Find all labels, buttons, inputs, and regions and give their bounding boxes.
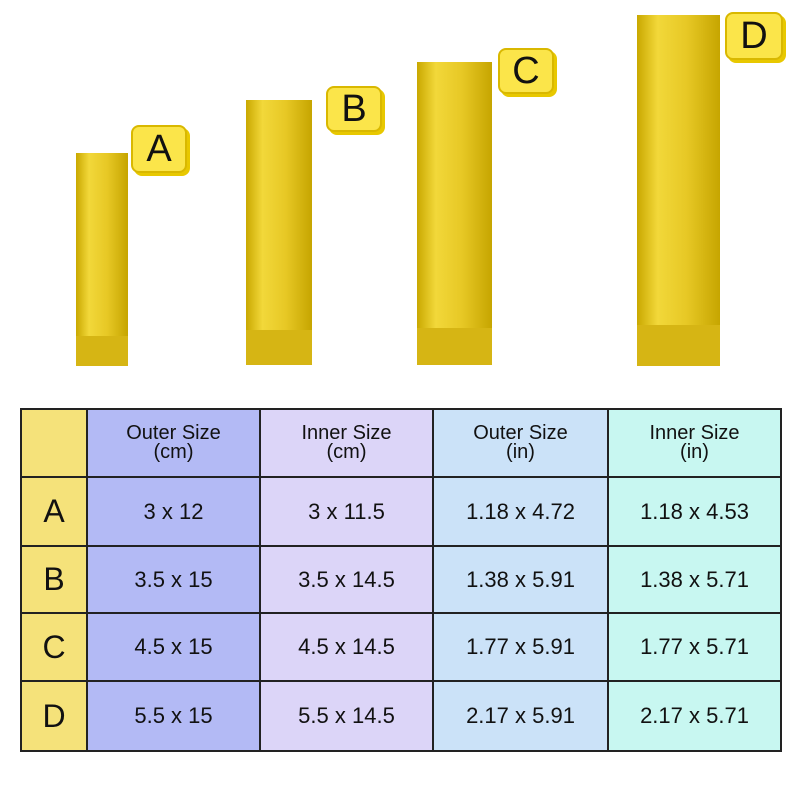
bag-label: D bbox=[725, 12, 783, 60]
bag bbox=[417, 62, 492, 365]
size-table: Outer Size (cm) Inner Size (cm) Outer Size (i… bbox=[20, 408, 782, 752]
table-row: C 4.5 x 15 4.5 x 14.5 1.77 x 5.91 1.77 x 5.7… bbox=[20, 612, 782, 682]
table-cell: 1.38 x 5.71 bbox=[607, 545, 782, 614]
header-cell: Inner Size (cm) bbox=[259, 408, 434, 478]
header-cell: Inner Size (in) bbox=[607, 408, 782, 478]
table-cell: 1.18 x 4.53 bbox=[607, 476, 782, 547]
table-cell: 1.18 x 4.72 bbox=[432, 476, 609, 547]
table-cell: 3.5 x 14.5 bbox=[259, 545, 434, 614]
row-label: C bbox=[20, 612, 88, 682]
header-text: Inner Size bbox=[301, 422, 392, 444]
table-cell: 1.77 x 5.71 bbox=[607, 612, 782, 682]
header-text: (in) bbox=[506, 441, 535, 463]
corner-cell bbox=[20, 408, 88, 478]
header-text: Inner Size bbox=[649, 422, 740, 444]
table-body: Outer Size (cm) Inner Size (cm) Outer Size (i… bbox=[20, 408, 782, 752]
bag bbox=[76, 153, 128, 366]
row-label: B bbox=[20, 545, 88, 614]
table-cell: 3 x 12 bbox=[86, 476, 261, 547]
bag bbox=[637, 15, 720, 366]
header-text: Outer Size bbox=[126, 422, 221, 444]
header-cell: Outer Size (in) bbox=[432, 408, 609, 478]
table-cell: 4.5 x 15 bbox=[86, 612, 261, 682]
table-cell: 5.5 x 15 bbox=[86, 680, 261, 752]
row-label: D bbox=[20, 680, 88, 752]
table-cell: 3 x 11.5 bbox=[259, 476, 434, 547]
bags-illustration bbox=[76, 15, 720, 366]
table-cell: 5.5 x 14.5 bbox=[259, 680, 434, 752]
row-label: A bbox=[20, 476, 88, 547]
table-cell: 1.38 x 5.91 bbox=[432, 545, 609, 614]
bag-label: B bbox=[326, 86, 382, 132]
table-row: B 3.5 x 15 3.5 x 14.5 1.38 x 5.91 1.38 x 5.7… bbox=[20, 545, 782, 614]
table-cell: 4.5 x 14.5 bbox=[259, 612, 434, 682]
table-cell: 3.5 x 15 bbox=[86, 545, 261, 614]
header-row: Outer Size (cm) Inner Size (cm) Outer Size (i… bbox=[20, 408, 782, 478]
header-text: (in) bbox=[680, 441, 709, 463]
bag-label: C bbox=[498, 48, 554, 94]
table-cell: 1.77 x 5.91 bbox=[432, 612, 609, 682]
table-row: D 5.5 x 15 5.5 x 14.5 2.17 x 5.91 2.17 x 5.7… bbox=[20, 680, 782, 752]
table-cell: 2.17 x 5.91 bbox=[432, 680, 609, 752]
header-text: (cm) bbox=[153, 441, 194, 463]
header-text: (cm) bbox=[326, 441, 367, 463]
header-cell: Outer Size (cm) bbox=[86, 408, 261, 478]
bag bbox=[246, 100, 312, 365]
header-text: Outer Size bbox=[473, 422, 568, 444]
table-cell: 2.17 x 5.71 bbox=[607, 680, 782, 752]
bag-label: A bbox=[131, 125, 187, 173]
